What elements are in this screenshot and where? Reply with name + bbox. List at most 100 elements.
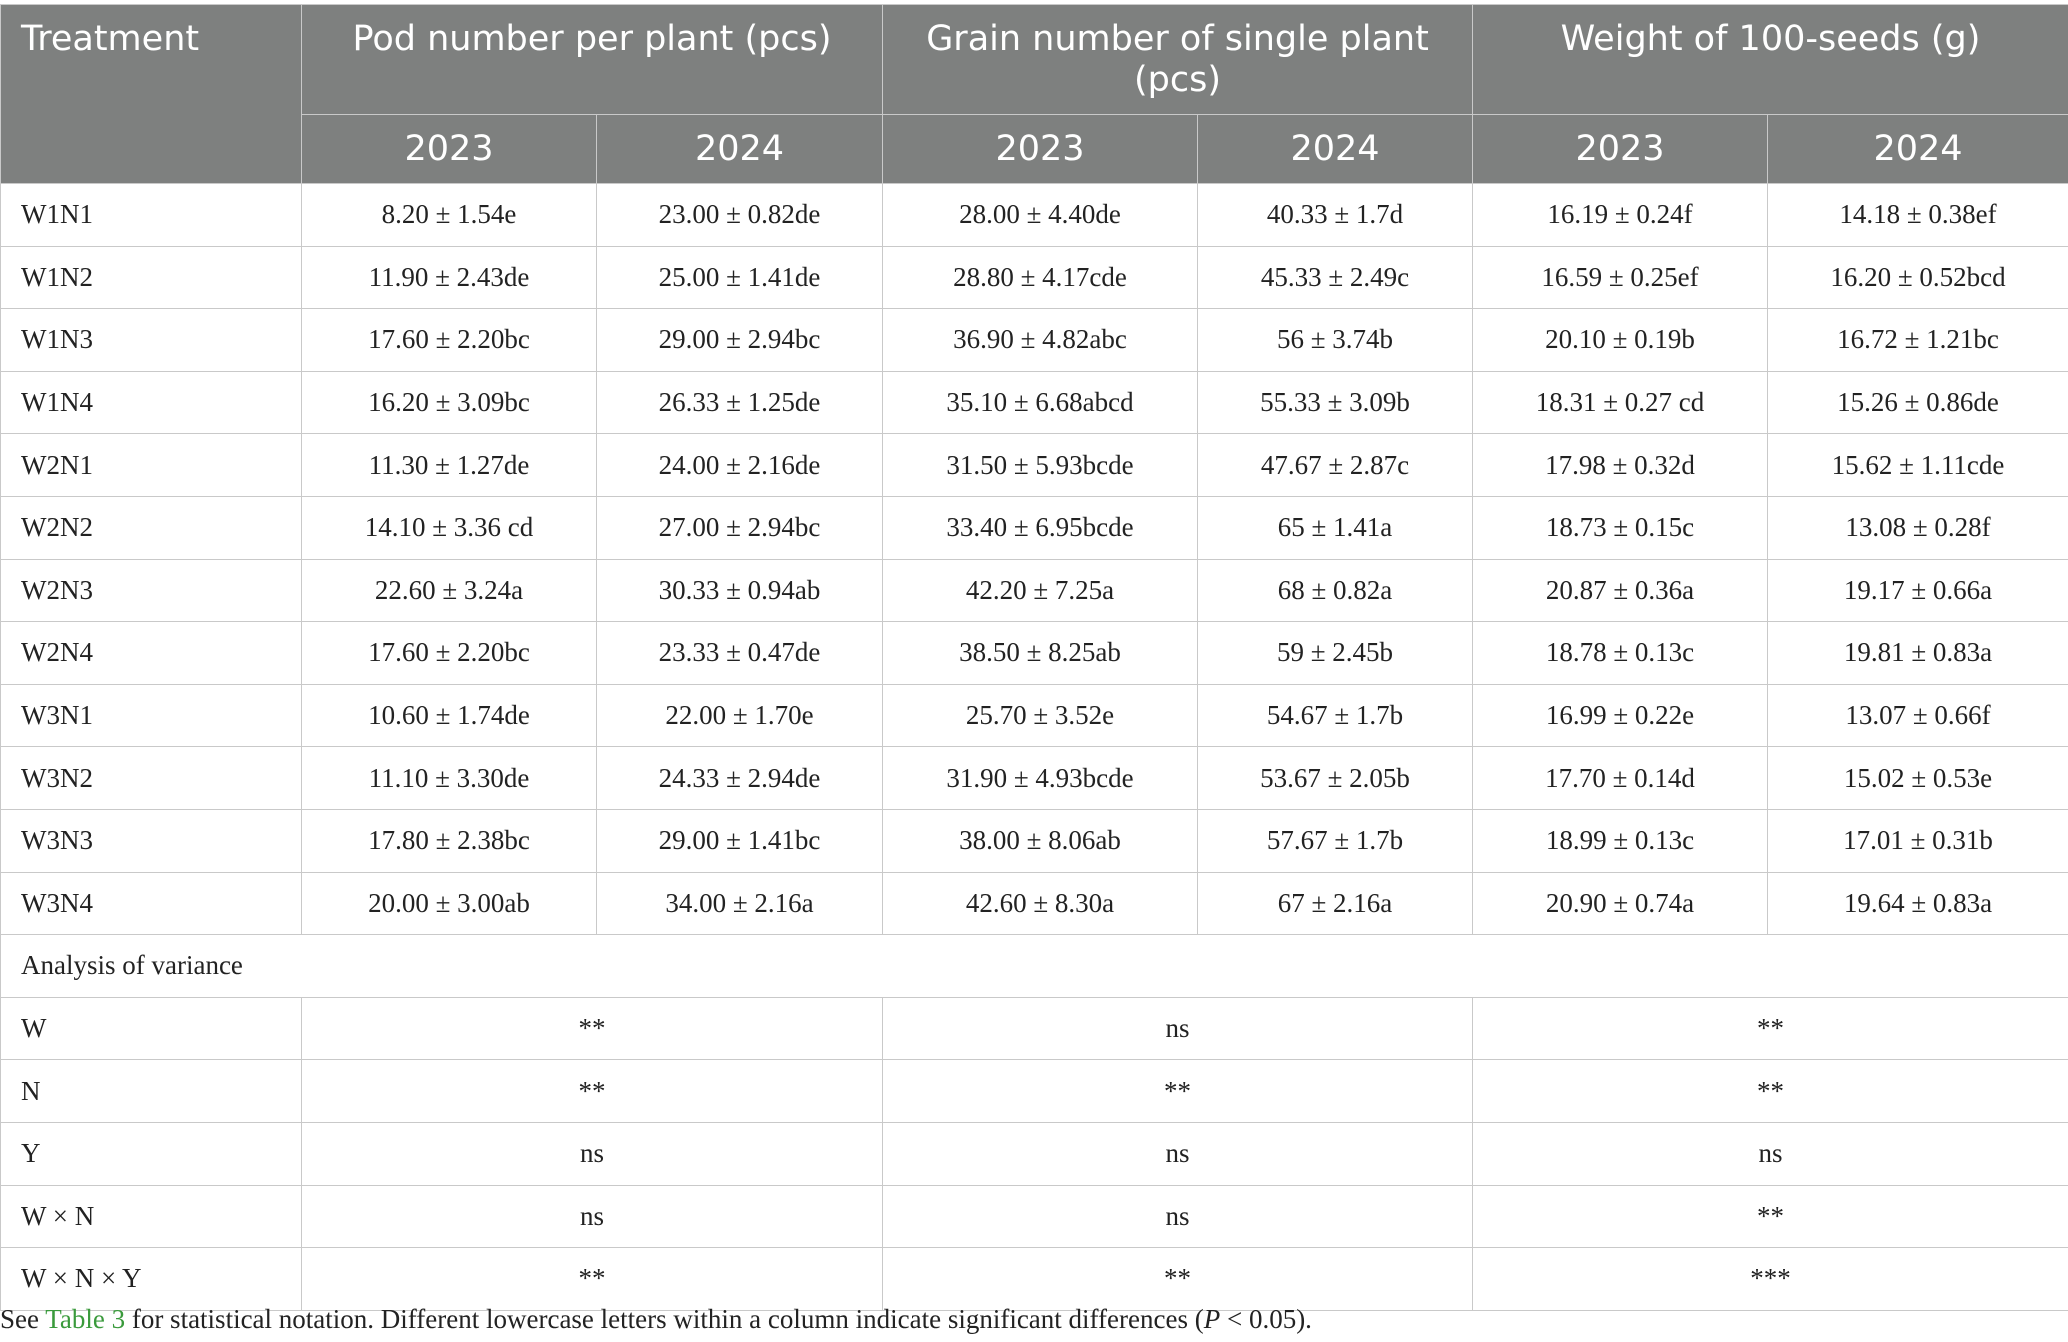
value-cell: 54.67 ± 1.7b: [1197, 683, 1473, 748]
value-cell: 67 ± 2.16a: [1197, 871, 1473, 936]
table-3-link[interactable]: Table 3: [45, 1304, 126, 1334]
value-cell: 40.33 ± 1.7d: [1197, 183, 1473, 247]
value-cell: 16.20 ± 3.09bc: [301, 370, 597, 435]
value-cell: 17.70 ± 0.14d: [1472, 746, 1768, 810]
value-cell: 53.67 ± 2.05b: [1197, 746, 1473, 810]
value-cell: 13.07 ± 0.66f: [1766, 683, 2068, 748]
header-treatment: Treatment: [0, 4, 302, 184]
treatment-cell: W2N3: [0, 558, 302, 623]
value-cell: 22.00 ± 1.70e: [596, 683, 883, 748]
value-cell: 19.81 ± 0.83a: [1766, 621, 2068, 685]
value-cell: 36.90 ± 4.82abc: [882, 308, 1198, 372]
footnote-prefix: See: [0, 1304, 46, 1334]
value-cell: 34.00 ± 2.16a: [596, 871, 883, 936]
table-row: W2N2 14.10 ± 3.36 cd 27.00 ± 2.94bc 33.40 ±…: [0, 495, 2068, 560]
treatment-cell: W3N3: [0, 808, 302, 873]
treatment-cell: W2N2: [0, 495, 302, 560]
anova-significance: **: [882, 1059, 1473, 1123]
value-cell: 16.20 ± 0.52bcd: [1766, 245, 2068, 310]
anova-significance: ***: [1471, 1247, 2068, 1311]
header-year: 2024: [596, 114, 883, 184]
footnote-suffix: < 0.05).: [1220, 1304, 1312, 1334]
value-cell: 47.67 ± 2.87c: [1197, 433, 1473, 497]
value-cell: 28.80 ± 4.17cde: [882, 245, 1198, 310]
value-cell: 16.72 ± 1.21bc: [1766, 308, 2068, 372]
table-row: W3N4 20.00 ± 3.00ab 34.00 ± 2.16a 42.60 ± 8…: [0, 871, 2068, 936]
value-cell: 57.67 ± 1.7b: [1197, 808, 1473, 873]
anova-factor: W × N: [0, 1184, 302, 1249]
value-cell: 17.01 ± 0.31b: [1766, 808, 2068, 873]
table-row: W2N4 17.60 ± 2.20bc 23.33 ± 0.47de 38.50 ± …: [0, 621, 2068, 685]
value-cell: 24.00 ± 2.16de: [596, 433, 883, 497]
value-cell: 25.70 ± 3.52e: [882, 683, 1198, 748]
value-cell: 45.33 ± 2.49c: [1197, 245, 1473, 310]
value-cell: 65 ± 1.41a: [1197, 495, 1473, 560]
value-cell: 20.87 ± 0.36a: [1472, 558, 1768, 623]
header-seed-weight: Weight of 100-seeds (g): [1471, 4, 2068, 115]
value-cell: 14.18 ± 0.38ef: [1766, 183, 2068, 247]
header-pod-number: Pod number per plant (pcs): [301, 4, 883, 115]
anova-row: W × N × Y ** ** ***: [0, 1247, 2068, 1311]
value-cell: 30.33 ± 0.94ab: [596, 558, 883, 623]
value-cell: 17.60 ± 2.20bc: [301, 308, 597, 372]
data-table: Treatment Pod number per plant (pcs) Gra…: [0, 4, 2068, 1311]
value-cell: 11.30 ± 1.27de: [301, 433, 597, 497]
header-row-groups: Treatment Pod number per plant (pcs) Gra…: [0, 4, 2068, 184]
table-footnote: See Table 3 for statistical notation. Di…: [0, 1302, 2068, 1336]
value-cell: 18.73 ± 0.15c: [1472, 495, 1768, 560]
header-year: 2023: [882, 114, 1198, 184]
value-cell: 14.10 ± 3.36 cd: [301, 495, 597, 560]
value-cell: 17.60 ± 2.20bc: [301, 621, 597, 685]
table-row: W1N3 17.60 ± 2.20bc 29.00 ± 2.94bc 36.90 ± …: [0, 308, 2068, 372]
treatment-cell: W1N3: [0, 308, 302, 372]
value-cell: 29.00 ± 1.41bc: [596, 808, 883, 873]
anova-significance: **: [301, 1059, 883, 1123]
value-cell: 24.33 ± 2.94de: [596, 746, 883, 810]
value-cell: 15.26 ± 0.86de: [1766, 370, 2068, 435]
value-cell: 18.99 ± 0.13c: [1472, 808, 1768, 873]
anova-significance: **: [1471, 1059, 2068, 1123]
anova-significance: ns: [301, 1121, 883, 1186]
anova-significance: ns: [882, 1184, 1473, 1249]
value-cell: 8.20 ± 1.54e: [301, 183, 597, 247]
value-cell: 10.60 ± 1.74de: [301, 683, 597, 748]
value-cell: 18.31 ± 0.27 cd: [1472, 370, 1768, 435]
anova-significance: ns: [301, 1184, 883, 1249]
treatment-cell: W1N4: [0, 370, 302, 435]
table-row: W3N3 17.80 ± 2.38bc 29.00 ± 1.41bc 38.00 ± …: [0, 808, 2068, 873]
value-cell: 42.60 ± 8.30a: [882, 871, 1198, 936]
header-row-years: 2023 2024 2023 2024 2023 2024: [1, 114, 2068, 184]
treatment-cell: W2N4: [0, 621, 302, 685]
value-cell: 38.50 ± 8.25ab: [882, 621, 1198, 685]
table-row: W1N1 8.20 ± 1.54e 23.00 ± 0.82de 28.00 ± 4.…: [0, 183, 2068, 247]
footnote-text: for statistical notation. Different lowe…: [125, 1304, 1204, 1334]
value-cell: 26.33 ± 1.25de: [596, 370, 883, 435]
value-cell: 17.98 ± 0.32d: [1472, 433, 1768, 497]
header-year: 2024: [1766, 114, 2068, 184]
table-row: W3N1 10.60 ± 1.74de 22.00 ± 1.70e 25.70 ± 3…: [0, 683, 2068, 748]
treatment-cell: W1N2: [0, 245, 302, 310]
value-cell: 11.10 ± 3.30de: [301, 746, 597, 810]
anova-significance: ns: [882, 996, 1473, 1061]
value-cell: 27.00 ± 2.94bc: [596, 495, 883, 560]
table-row: W1N2 11.90 ± 2.43de 25.00 ± 1.41de 28.80 ± …: [0, 245, 2068, 310]
value-cell: 16.59 ± 0.25ef: [1472, 245, 1768, 310]
value-cell: 35.10 ± 6.68abcd: [882, 370, 1198, 435]
anova-factor: W: [0, 996, 302, 1061]
value-cell: 38.00 ± 8.06ab: [882, 808, 1198, 873]
table-row: W1N4 16.20 ± 3.09bc 26.33 ± 1.25de 35.10 ± …: [0, 370, 2068, 435]
anova-significance: **: [882, 1247, 1473, 1311]
value-cell: 25.00 ± 1.41de: [596, 245, 883, 310]
table-row: W3N2 11.10 ± 3.30de 24.33 ± 2.94de 31.90 ± …: [0, 746, 2068, 810]
value-cell: 23.00 ± 0.82de: [596, 183, 883, 247]
anova-significance: ns: [882, 1121, 1473, 1186]
value-cell: 55.33 ± 3.09b: [1197, 370, 1473, 435]
value-cell: 59 ± 2.45b: [1197, 621, 1473, 685]
value-cell: 18.78 ± 0.13c: [1472, 621, 1768, 685]
value-cell: 20.90 ± 0.74a: [1472, 871, 1768, 936]
anova-heading: Analysis of variance: [0, 934, 2068, 998]
header-year: 2023: [301, 114, 597, 184]
